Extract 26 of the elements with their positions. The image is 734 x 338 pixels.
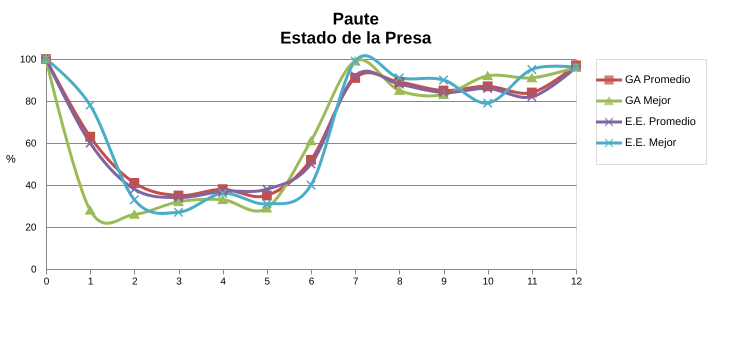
x-tick-label: 4 xyxy=(220,276,226,288)
legend-label: GA Promedio xyxy=(625,74,690,86)
x-tick-label: 2 xyxy=(132,276,138,288)
x-tick-label: 10 xyxy=(482,276,494,288)
x-tick-label: 6 xyxy=(308,276,315,288)
y-tick-label: 0 xyxy=(30,264,37,276)
x-tick-label: 9 xyxy=(441,276,448,288)
y-tick-label: 20 xyxy=(25,222,37,234)
x-tick-label: 1 xyxy=(88,276,94,288)
y-tick-label: 60 xyxy=(25,138,37,150)
text: Paute xyxy=(332,9,379,28)
x-tick-label: 3 xyxy=(176,276,182,288)
x-tick-label: 5 xyxy=(264,276,271,288)
x-tick-label: 11 xyxy=(527,276,538,288)
y-axis-title: % xyxy=(6,154,16,166)
x-tick-label: 7 xyxy=(352,276,359,288)
legend-label: GA Mejor xyxy=(625,95,672,107)
y-tick-label: 40 xyxy=(25,180,37,192)
y-tick-label: 80 xyxy=(25,96,37,108)
x-tick-label: 8 xyxy=(397,276,404,288)
x-tick-label: 12 xyxy=(570,276,582,288)
legend-label: E.E. Promedio xyxy=(625,116,696,128)
y-tick-label: 100 xyxy=(20,54,37,66)
text: Estado de la Presa xyxy=(280,28,432,48)
legend-label: E.E. Mejor xyxy=(625,137,677,149)
x-tick-label: 0 xyxy=(44,276,50,288)
